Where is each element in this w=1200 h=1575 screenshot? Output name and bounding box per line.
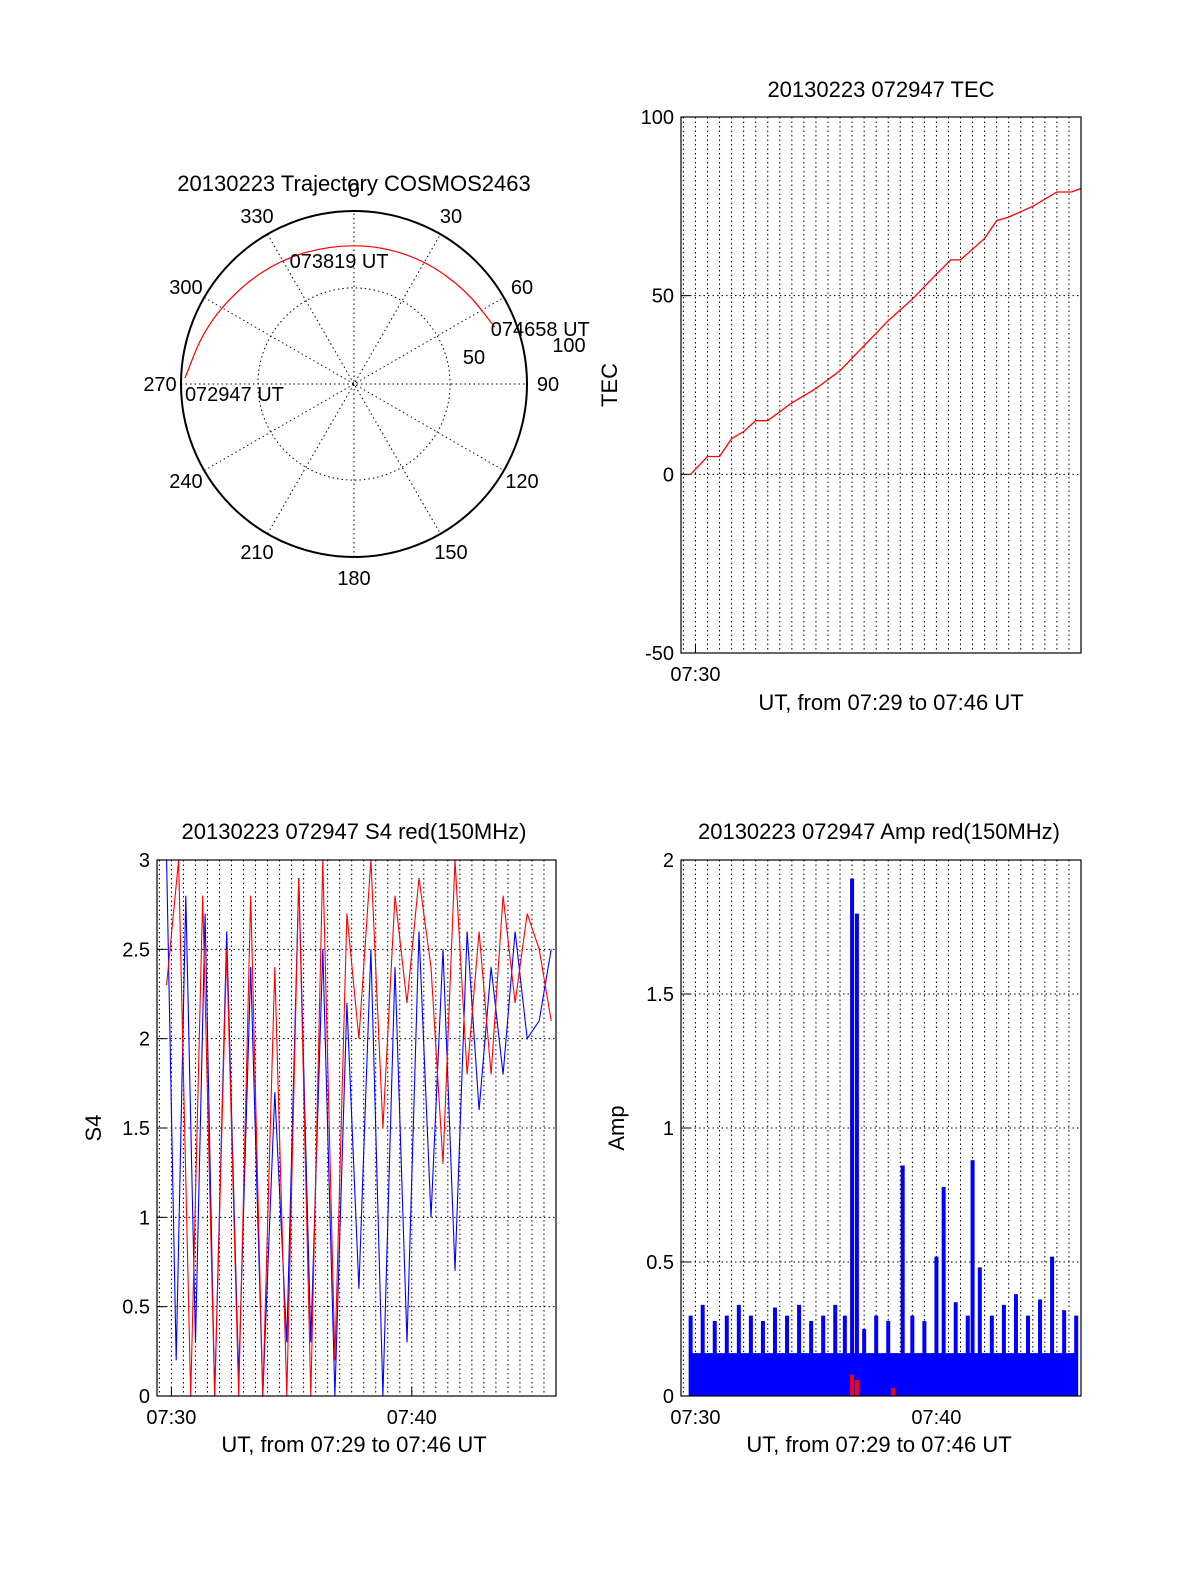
y-tick-label: 100 <box>641 107 674 129</box>
amp-title: 20130223 072947 Amp red(150MHz) <box>698 819 1060 844</box>
polar-title: 20130223 Trajectory COSMOS2463 <box>177 171 530 196</box>
series-bar-1 <box>850 1374 855 1396</box>
plot-frame <box>156 859 557 1397</box>
polar-angle-label: 330 <box>240 206 273 228</box>
polar-angle-label: 270 <box>143 374 176 396</box>
polar-angle-label: 120 <box>505 471 538 493</box>
series-bar-0 <box>850 878 855 1396</box>
x-tick-label: 07:40 <box>911 1407 961 1429</box>
x-tick-label: 07:30 <box>670 664 720 686</box>
amp-base-band <box>690 1353 1077 1396</box>
series-bar-0 <box>700 1304 705 1396</box>
tec-xlabel: UT, from 07:29 to 07:46 UT <box>758 690 1023 715</box>
y-tick-label: 0.5 <box>646 1252 674 1274</box>
y-tick-label: 0 <box>663 464 674 486</box>
polar-spoke-60 <box>203 297 505 471</box>
y-tick-label: 2 <box>663 850 674 872</box>
y-tick-label: 50 <box>652 286 674 308</box>
y-tick-label: 3 <box>139 850 150 872</box>
y-tick-label: 1.5 <box>122 1118 150 1140</box>
series-bar-0 <box>1050 1256 1055 1396</box>
y-tick-label: 2 <box>139 1029 150 1051</box>
polar-angle-label: 60 <box>511 277 533 299</box>
polar-angle-label: 210 <box>240 542 273 564</box>
tec-title: 20130223 072947 TEC <box>767 77 994 102</box>
series-bar-0 <box>772 1307 777 1396</box>
polar-ring-0 <box>257 287 451 481</box>
x-tick-label: 07:30 <box>670 1407 720 1429</box>
polar-angle-label: 180 <box>337 568 370 590</box>
y-tick-label: 0 <box>139 1386 150 1408</box>
series-bar-0 <box>934 1256 939 1396</box>
amp-chart: 20130223 072947 Amp red(150MHz) UT, from… <box>604 819 1082 1457</box>
trajectory-polar-plot: 20130223 Trajectory COSMOS2463 0 30 60 90 12… <box>143 171 589 590</box>
polar-angle-label: 0 <box>348 180 359 202</box>
series-bar-0 <box>900 1165 905 1396</box>
series-bar-0 <box>1038 1299 1043 1396</box>
polar-angle-label: 90 <box>537 374 559 396</box>
trajectory-annotation: 074658 UT <box>491 319 590 341</box>
s4-ylabel: S4 <box>81 1115 106 1142</box>
amp-xlabel: UT, from 07:29 to 07:46 UT <box>746 1432 1011 1457</box>
y-tick-label: 1 <box>139 1207 150 1229</box>
series-bar-0 <box>1001 1304 1006 1396</box>
s4-title: 20130223 072947 S4 red(150MHz) <box>182 819 527 844</box>
plot-frame <box>680 859 1082 1397</box>
series-bar-0 <box>854 913 859 1396</box>
series-bar-0 <box>953 1302 958 1396</box>
y-tick-label: 1 <box>663 1118 674 1140</box>
series-bar-0 <box>970 1160 975 1396</box>
data-layer <box>166 860 552 1396</box>
polar-angle-label: 30 <box>440 206 462 228</box>
series-bar-0 <box>736 1304 741 1396</box>
series-line-0 <box>166 860 552 1396</box>
s4-line-chart: 20130223 072947 S4 red(150MHz) UT, from … <box>81 819 557 1457</box>
series-bar-1 <box>854 1379 859 1396</box>
series-bar-0 <box>833 1304 838 1396</box>
data-layer <box>688 878 1079 1396</box>
polar-radial-label: 100 <box>552 335 585 357</box>
trajectory-annotation: 073819 UT <box>290 251 389 273</box>
series-bar-0 <box>977 1267 982 1396</box>
polar-spoke-150 <box>267 233 441 535</box>
tec-ylabel: TEC <box>597 363 622 407</box>
polar-radial-label: 50 <box>463 347 485 369</box>
polar-spoke-30 <box>267 233 441 535</box>
series-line-1 <box>166 860 552 1396</box>
series-bar-0 <box>797 1304 802 1396</box>
y-tick-label: 2.5 <box>122 939 150 961</box>
trajectory-annotation: 072947 UT <box>185 384 284 406</box>
data-layer <box>690 187 1081 475</box>
polar-angle-label: 240 <box>169 471 202 493</box>
series-line-0 <box>690 187 1081 475</box>
series-bar-1 <box>891 1387 896 1396</box>
y-tick-label: -50 <box>645 643 674 665</box>
y-tick-label: 1.5 <box>646 984 674 1006</box>
x-tick-label: 07:30 <box>146 1407 196 1429</box>
y-tick-label: 0.5 <box>122 1297 150 1319</box>
x-tick-label: 07:40 <box>387 1407 437 1429</box>
tec-line-chart: 20130223 072947 TEC UT, from 07:29 to 07… <box>597 77 1082 715</box>
series-bar-0 <box>1013 1294 1018 1396</box>
amp-ylabel: Amp <box>604 1105 629 1150</box>
trajectory-path <box>184 245 496 379</box>
polar-angle-label: 300 <box>169 277 202 299</box>
series-bar-0 <box>941 1186 946 1396</box>
polar-angle-label: 150 <box>434 542 467 564</box>
polar-spoke-120 <box>203 297 505 471</box>
y-tick-label: 0 <box>663 1386 674 1408</box>
plot-frame <box>680 116 1082 654</box>
s4-xlabel: UT, from 07:29 to 07:46 UT <box>221 1432 486 1457</box>
